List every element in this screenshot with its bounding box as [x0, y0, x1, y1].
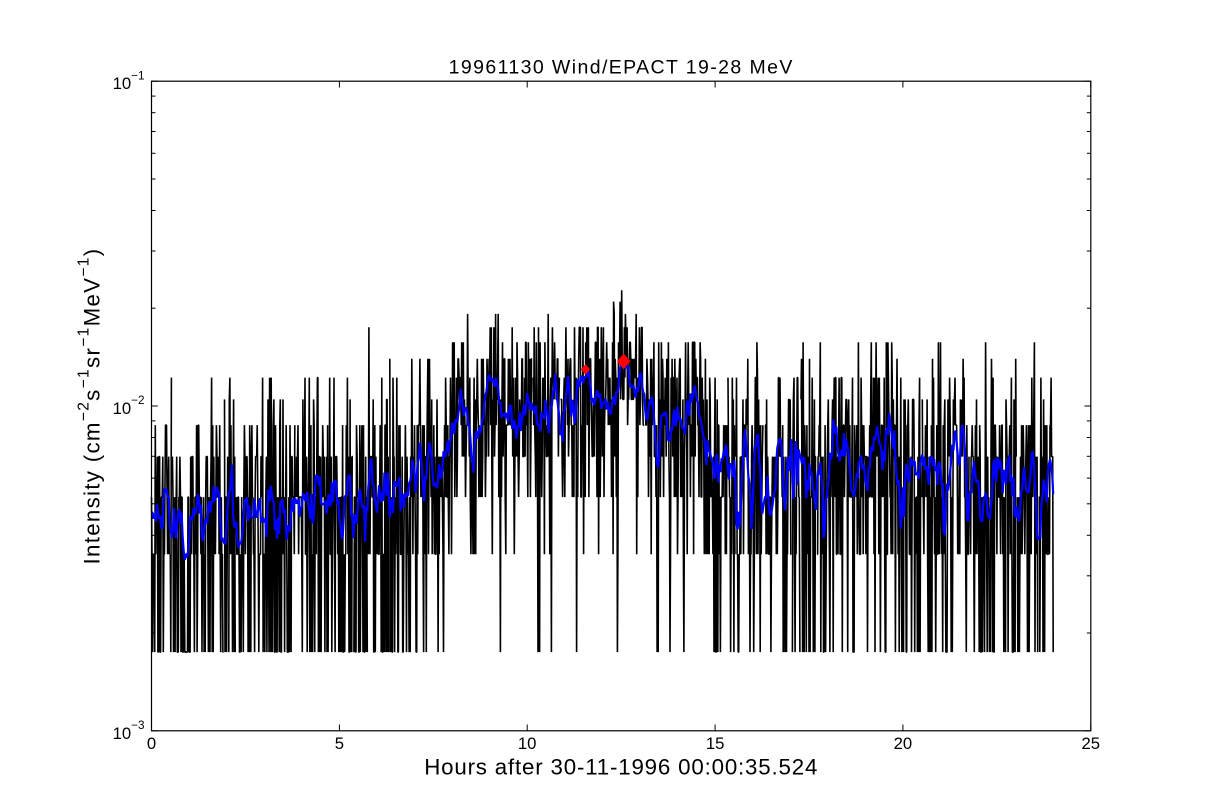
svg-text:Intensity (cm−2s−1sr−1MeV−1): Intensity (cm−2s−1sr−1MeV−1) [75, 248, 104, 565]
svg-text:19961130 Wind/EPACT 19-28 MeV: 19961130 Wind/EPACT 19-28 MeV [449, 57, 794, 79]
svg-text:5: 5 [335, 734, 344, 753]
svg-text:15: 15 [706, 734, 725, 753]
svg-text:10: 10 [518, 734, 537, 753]
svg-text:20: 20 [894, 734, 913, 753]
svg-text:0: 0 [147, 734, 156, 753]
svg-text:Hours after 30-11-1996 00:00:3: Hours after 30-11-1996 00:00:35.524 [424, 755, 818, 780]
svg-text:25: 25 [1082, 734, 1101, 753]
